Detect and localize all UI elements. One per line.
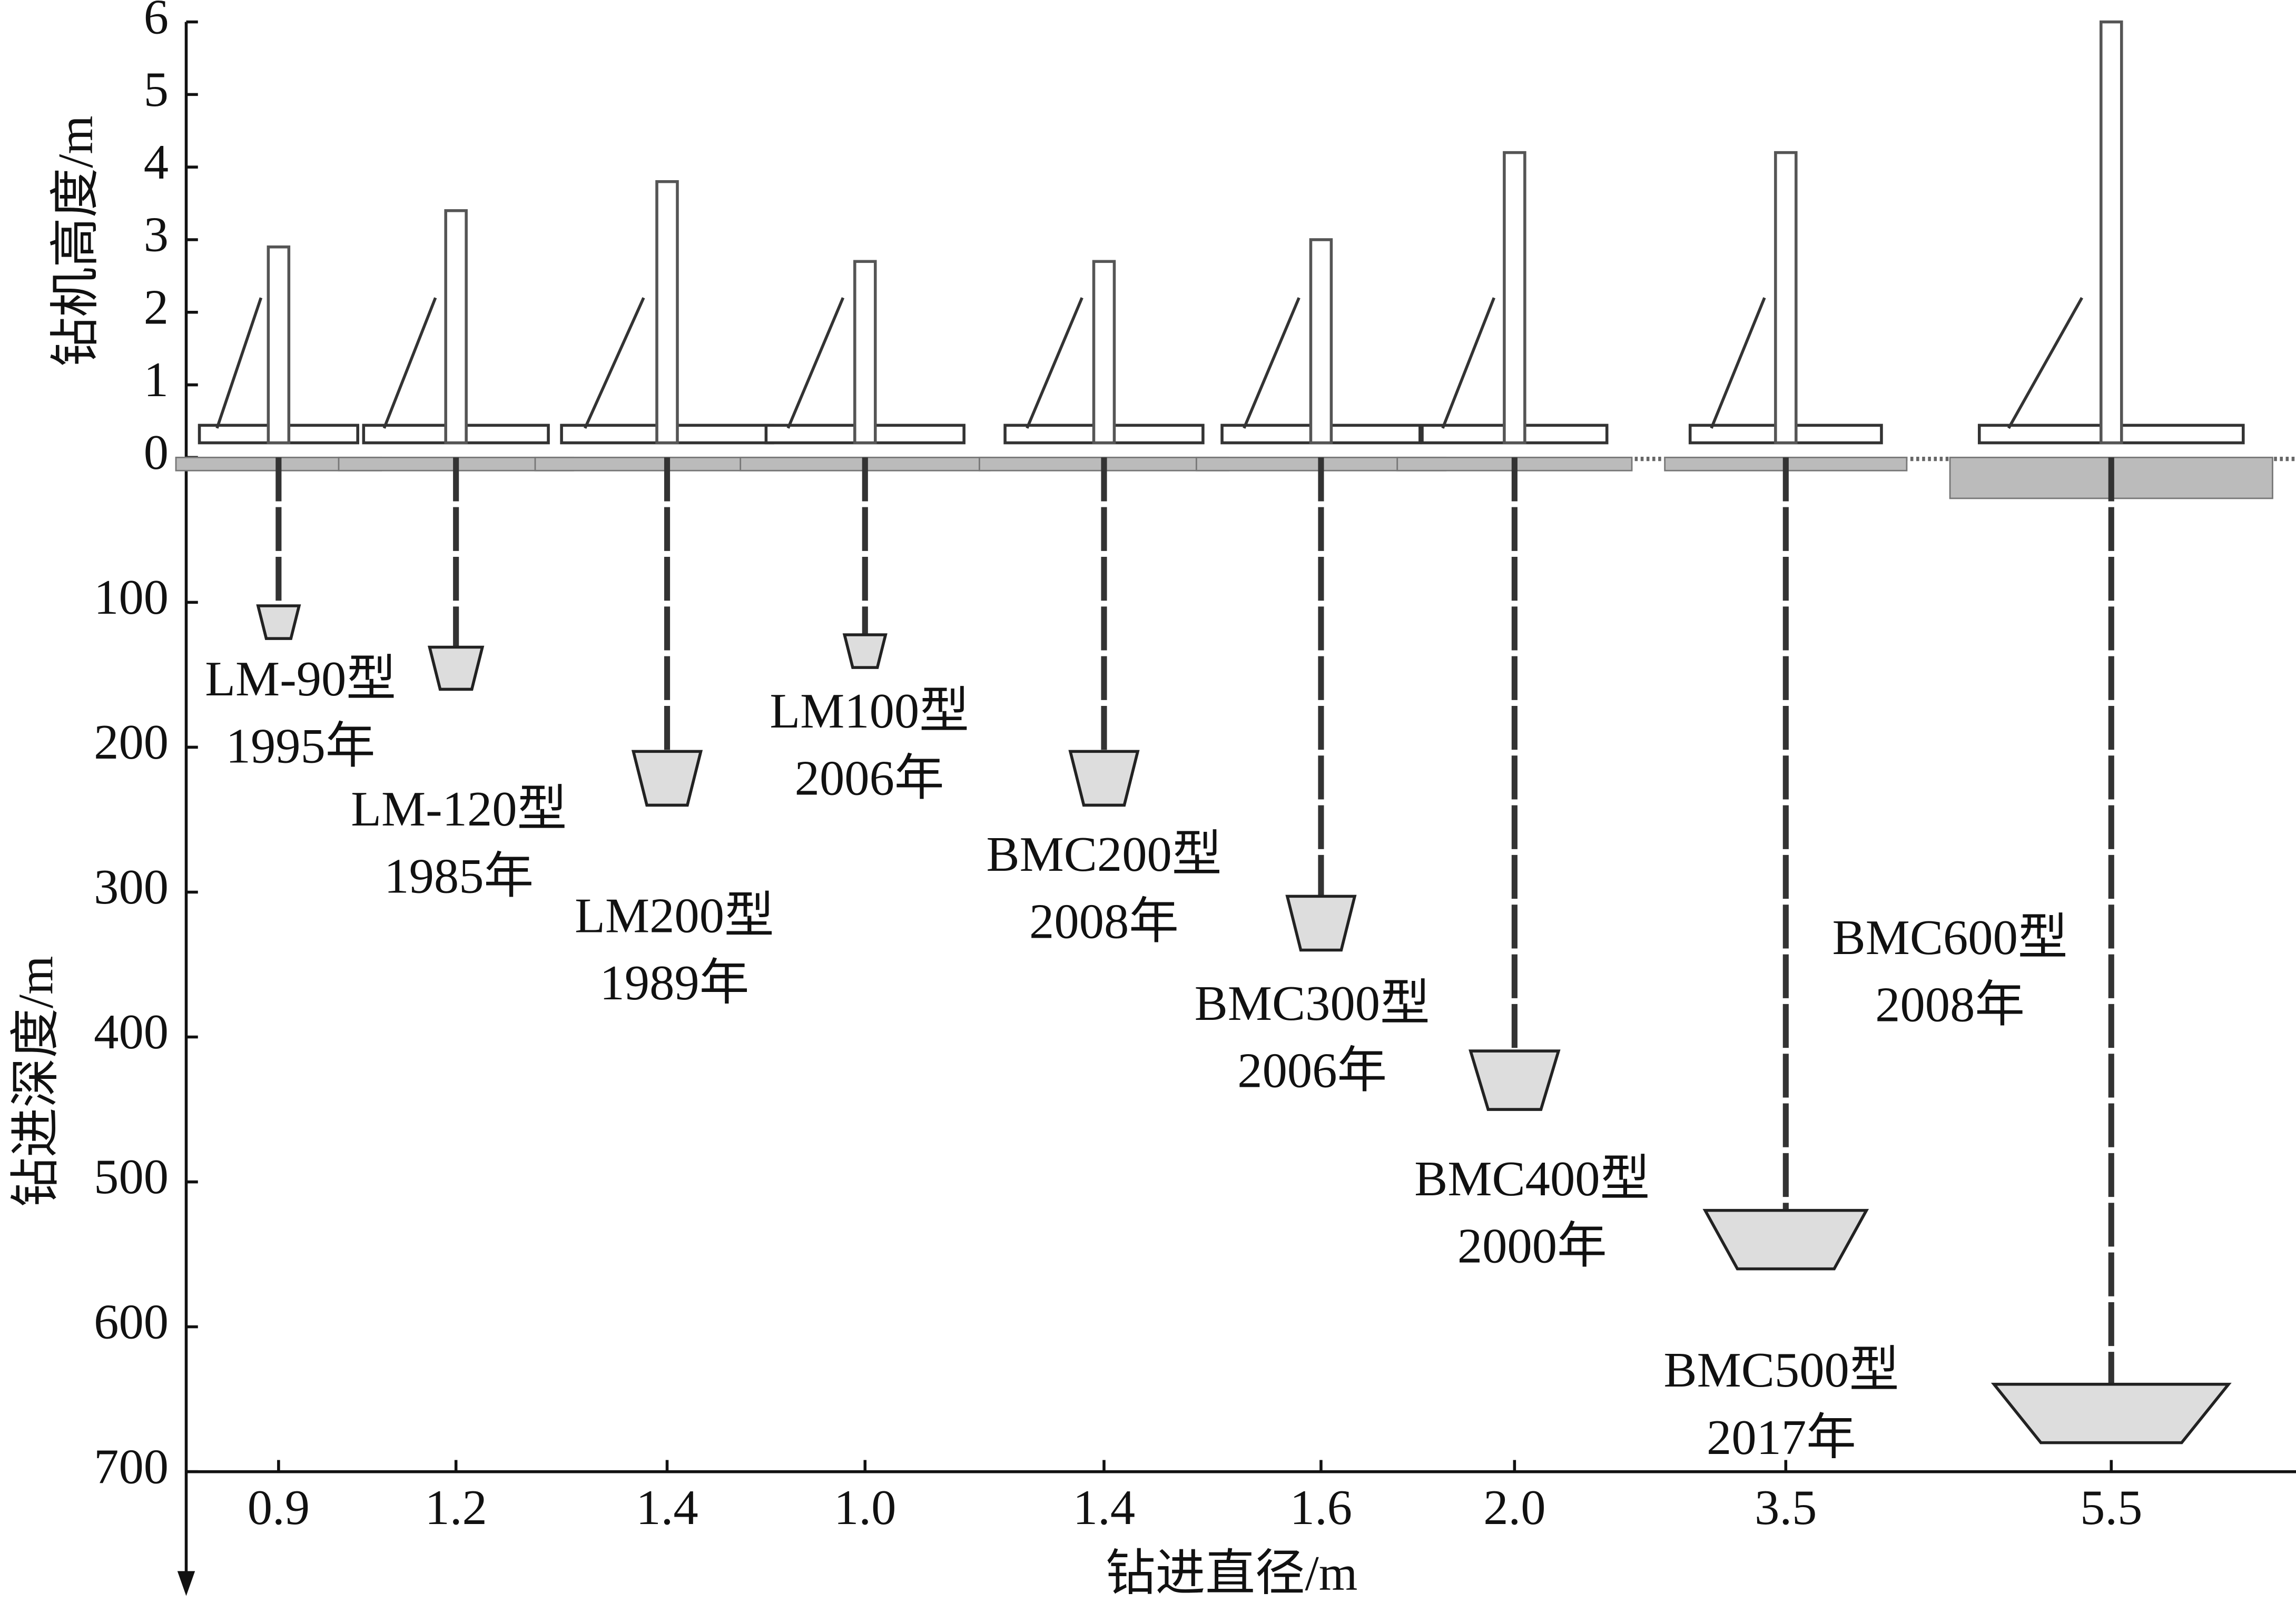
y-tick-label: 4 <box>144 135 169 190</box>
drill-bit <box>428 645 485 691</box>
x-axis-label: 钻进直径/m <box>1106 1546 1357 1601</box>
x-tick-label: 1.0 <box>834 1480 896 1535</box>
rig-mast <box>1774 151 1798 445</box>
rig-mast <box>1092 260 1116 445</box>
x-tick-label: 1.2 <box>425 1480 487 1535</box>
y-tick-label: 400 <box>94 1005 169 1059</box>
y-tick-label: 2 <box>144 280 169 335</box>
y2-axis-label: 钻进深度/m <box>9 956 64 1207</box>
drill-bit <box>1469 1049 1561 1111</box>
drill-bit <box>1068 750 1140 807</box>
y-tick-label: 0 <box>144 425 169 480</box>
y-axis-label: 钻机高度/m <box>48 115 103 367</box>
rig-boom <box>1710 297 1766 429</box>
model-label: BMC600型 <box>1832 910 2068 965</box>
drill-bit <box>1990 1382 2232 1444</box>
drill-bit <box>256 604 301 640</box>
x-tick-label: 2.0 <box>1483 1480 1545 1535</box>
rig-boom <box>1026 297 1083 429</box>
y-tick-label: 1 <box>144 352 169 407</box>
year-label: 1989年 <box>599 956 749 1010</box>
rig-boom <box>215 297 263 429</box>
year-label: 2000年 <box>1457 1219 1607 1274</box>
x-tick-label: 1.4 <box>1073 1480 1135 1535</box>
rig-mast <box>1503 151 1526 445</box>
model-label: BMC200型 <box>987 827 1222 882</box>
rig-mast <box>655 180 679 445</box>
rig-boom <box>1441 297 1496 429</box>
y-tick-label: 600 <box>94 1294 169 1349</box>
y-tick-label: 6 <box>144 0 169 44</box>
year-label: 2006年 <box>1237 1044 1387 1098</box>
axis-arrow <box>177 1571 195 1596</box>
x-tick-label: 0.9 <box>248 1480 310 1535</box>
rig-boom <box>382 297 437 429</box>
rig-boom <box>1243 297 1300 429</box>
drill-bit <box>631 750 703 807</box>
drill-bit <box>1702 1208 1869 1271</box>
model-label: BMC400型 <box>1414 1152 1650 1206</box>
y-tick-label: 700 <box>94 1439 169 1494</box>
rig-mast <box>853 260 877 445</box>
year-label: 2008年 <box>1029 895 1179 949</box>
y-tick-label: 300 <box>94 860 169 915</box>
rig-mast <box>444 209 468 445</box>
rig-mast <box>2100 20 2123 445</box>
x-tick-label: 1.6 <box>1290 1480 1352 1535</box>
model-label: LM-90型 <box>205 652 396 706</box>
year-label: 2017年 <box>1707 1410 1856 1465</box>
year-label: 2008年 <box>1875 978 2025 1033</box>
rig-boom <box>584 297 645 429</box>
y-tick-label: 5 <box>144 62 169 117</box>
model-label: LM100型 <box>770 684 969 739</box>
model-label: BMC500型 <box>1664 1343 1899 1398</box>
drill-bit <box>842 633 888 669</box>
model-label: LM-120型 <box>351 782 567 837</box>
y-tick-label: 3 <box>144 208 169 262</box>
drill-bit <box>1285 895 1357 952</box>
model-label: LM200型 <box>575 889 774 943</box>
x-tick-label: 3.5 <box>1755 1480 1817 1535</box>
y-tick-label: 200 <box>94 715 169 770</box>
y-tick-label: 500 <box>94 1149 169 1204</box>
rig-boom <box>786 297 845 429</box>
y-tick-label: 100 <box>94 570 169 625</box>
year-label: 2006年 <box>795 751 944 806</box>
rig-boom <box>2007 297 2084 429</box>
year-label: 1995年 <box>226 719 376 774</box>
model-label: BMC300型 <box>1195 976 1430 1031</box>
year-label: 1985年 <box>384 849 534 904</box>
x-tick-label: 1.4 <box>636 1480 698 1535</box>
x-tick-label: 5.5 <box>2080 1480 2142 1535</box>
rig-mast <box>267 245 291 445</box>
rig-mast <box>1309 238 1333 445</box>
